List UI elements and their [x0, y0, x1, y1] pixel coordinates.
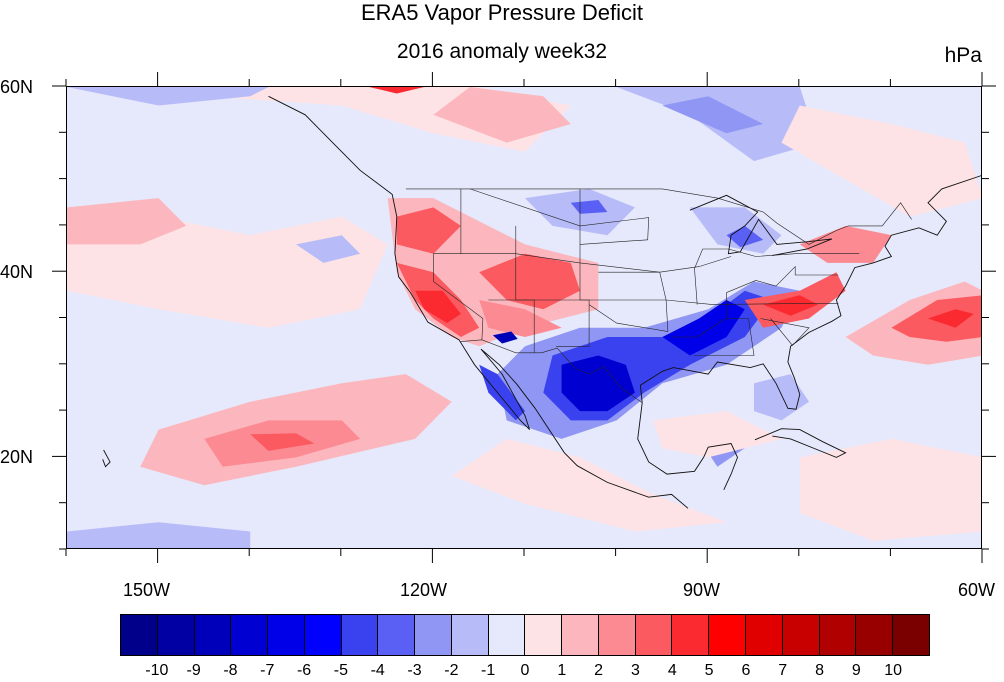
figure-title: ERA5 Vapor Pressure Deficit — [360, 0, 644, 25]
colorbar-swatch — [121, 615, 158, 655]
colorbar-tick-label: 4 — [667, 662, 677, 679]
lat-tick-label: 40N — [0, 262, 34, 282]
anomaly-region-california-positive-core — [415, 290, 461, 324]
colorbar-swatch — [451, 615, 489, 655]
colorbar-swatch — [598, 615, 636, 655]
anomaly-region-hudson-negative-core — [662, 96, 764, 134]
anomaly-region-canada-positive-top — [369, 87, 425, 94]
colorbar-tick-label: 1 — [557, 662, 567, 679]
colorbar-swatch — [635, 615, 673, 655]
boundary-state-line-1 — [433, 253, 732, 273]
anomaly-region-great-basin-positive — [479, 253, 580, 310]
colorbar-swatch — [378, 615, 416, 655]
coastline-gulf-coast — [639, 175, 981, 410]
anomaly-region-south-pacific-negative-strip — [67, 522, 251, 548]
anomaly-region-pacific-northwest-positive — [396, 207, 461, 254]
lon-tick-label: 150W — [123, 580, 171, 600]
colorbar-labels: -10 -9 -8 -7 -6 -5 -4 -3 -2 -1 0 1 2 3 4 5 6 7 8 9 10 — [0, 662, 1004, 682]
map-panel — [66, 86, 982, 549]
colorbar-swatch — [415, 615, 452, 655]
boundary-us-mexico-border — [459, 339, 643, 404]
colorbar-tick-label: -7 — [260, 662, 275, 679]
lon-tick-label: 120W — [400, 580, 448, 600]
colorbar-swatch — [268, 615, 305, 655]
colorbar-tick-label: 3 — [631, 662, 640, 679]
lat-tick-label: 60N — [0, 77, 34, 97]
anomaly-region-gulf-of-mexico-weak-positive — [653, 411, 782, 458]
boundary-state-line-10 — [694, 248, 860, 305]
colorbar-swatch — [231, 615, 269, 655]
colorbar-swatch — [709, 615, 747, 655]
anomaly-region-appalachian-positive-core — [763, 295, 819, 316]
boundary-state-line-7 — [469, 188, 650, 245]
anomaly-region-great-lakes-negative-core — [726, 225, 764, 248]
colorbar-swatch — [819, 615, 857, 655]
colorbar-swatch — [746, 615, 783, 655]
anomaly-region-arizona-negative-core — [492, 331, 518, 344]
anomaly-region-baja-negative — [479, 364, 525, 421]
colorbar-tick-label: -6 — [296, 662, 312, 679]
colorbar-tick-label: 9 — [851, 662, 861, 679]
coastline-great-lakes — [689, 194, 833, 256]
anomaly-region-canada-positive — [433, 87, 571, 143]
anomaly-region-texas-negative-core — [561, 355, 635, 412]
anomaly-region-tropical-atlantic-positive — [799, 438, 981, 541]
colorbar-tick-label: 10 — [884, 662, 903, 679]
colorbar-swatch — [304, 615, 342, 655]
colorbar-tick-label: 0 — [520, 662, 530, 679]
colorbar-tick-label: -3 — [407, 662, 422, 679]
colorbar-tick-label: 8 — [815, 662, 824, 679]
colorbar-swatch — [341, 615, 379, 655]
anomaly-region-southwest-positive — [479, 300, 562, 337]
anomaly-region-pacific-negative-patch — [296, 235, 361, 263]
colorbar-tick-label: 2 — [594, 662, 604, 679]
colorbar-swatch — [893, 615, 929, 655]
colorbar-tick-label: 5 — [704, 662, 714, 679]
anomaly-region-eastern-canada-positive — [781, 105, 981, 217]
colorbar-swatch — [194, 615, 232, 655]
anomaly-region-central-pacific-positive-peak — [250, 433, 315, 451]
anomaly-region-eastern-pacific-mexico-positive — [451, 438, 727, 532]
anomaly-region-lower-mississippi-negative-core — [662, 300, 745, 356]
boundary-state-line-9 — [671, 318, 755, 356]
anomaly-region-atlantic-positive-peak — [928, 309, 974, 328]
figure-subtitle: 2016 anomaly week32 — [396, 40, 608, 63]
boundary-state-line-2 — [433, 253, 484, 340]
colorbar-swatch — [856, 615, 894, 655]
anomaly-region-alaska-negative — [67, 87, 269, 106]
colorbar-swatch — [157, 615, 195, 655]
units-label: hPa — [944, 44, 982, 67]
colorbar-tick-label: 7 — [778, 662, 788, 679]
colorbar-tick-label: -8 — [223, 662, 238, 679]
colorbar — [120, 614, 930, 656]
colorbar-tick-label: -2 — [444, 662, 459, 679]
colorbar-tick-label: -5 — [333, 662, 349, 679]
boundary-state-line-8 — [588, 271, 669, 332]
colorbar-swatch — [782, 615, 820, 655]
anomaly-region-north-pacific-positive-west — [67, 198, 187, 245]
colorbar-swatch — [562, 615, 599, 655]
coastline-mexico-gulf-coast — [637, 402, 738, 490]
colorbar-swatch — [525, 615, 563, 655]
boundary-state-line-12 — [760, 318, 810, 346]
lon-tick-label: 60W — [958, 580, 996, 600]
coastline-hawaii — [102, 449, 111, 468]
colorbar-tick-label: -9 — [186, 662, 201, 679]
colorbar-tick-label: 6 — [741, 662, 751, 679]
colorbar-tick-label: -4 — [370, 662, 385, 679]
colorbar-tick-label: -1 — [481, 662, 496, 679]
boundary-state-line-11 — [726, 265, 839, 319]
coastline-cuba — [754, 428, 847, 458]
colorbar-swatch — [672, 615, 710, 655]
lon-tick-label: 90W — [683, 580, 721, 600]
colorbar-tick-label: -10 — [145, 662, 169, 679]
colorbar-swatch — [488, 615, 526, 655]
coastline-north-america-west-coast — [268, 95, 689, 509]
vpd-anomaly-map — [67, 87, 981, 548]
boundary-state-line-6 — [488, 299, 839, 305]
lat-tick-label: 20N — [0, 447, 34, 467]
boundary-us-canada-border — [405, 188, 912, 245]
